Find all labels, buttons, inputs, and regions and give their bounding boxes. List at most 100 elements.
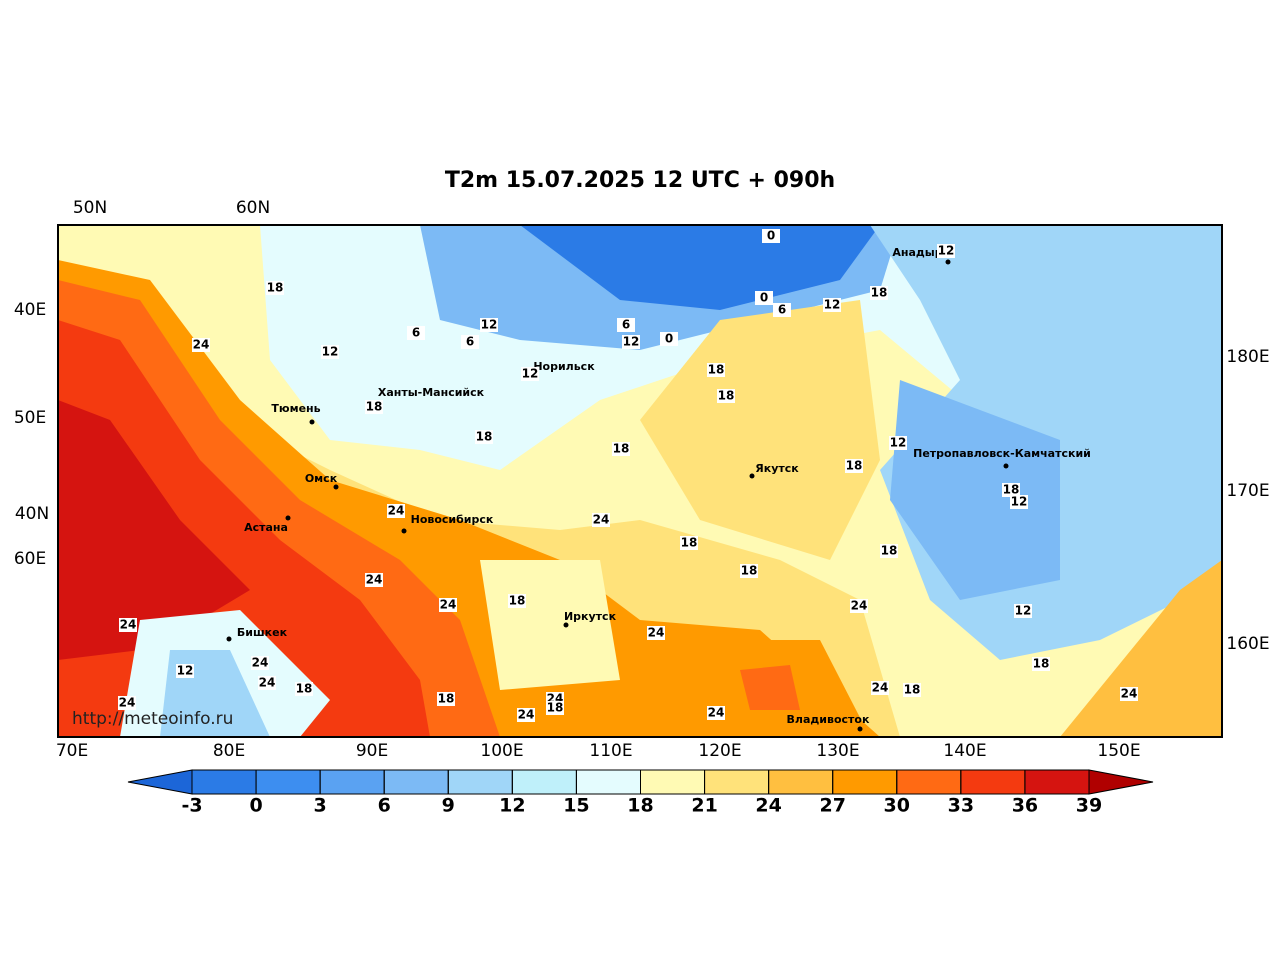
city-dot xyxy=(1003,463,1009,469)
contour-label-bg xyxy=(717,389,735,403)
colorbar-segment xyxy=(319,769,385,795)
contour-label: 18 xyxy=(267,281,284,295)
grid-label: 50N xyxy=(73,198,107,218)
colorbar-segment xyxy=(575,769,642,795)
contour-label: 24 xyxy=(119,696,136,710)
contour-label: 24 xyxy=(851,599,868,613)
city-name: Иркутск xyxy=(564,610,617,623)
contour-label-bg xyxy=(517,708,535,722)
city-name: Тюмень xyxy=(271,402,320,415)
colorbar-label: 12 xyxy=(499,795,525,817)
colorbar-label: 33 xyxy=(948,795,974,817)
city-name: Владивосток xyxy=(787,713,870,726)
contour-label: 18 xyxy=(613,442,630,456)
contour-label-bg xyxy=(622,335,640,349)
contour-label-bg xyxy=(387,504,405,518)
colorbar-segment xyxy=(383,769,449,795)
contour-label: 12 xyxy=(938,244,955,258)
contour-label: 24 xyxy=(872,681,889,695)
contour-label: 18 xyxy=(1003,483,1020,497)
city-name: Омск xyxy=(305,472,338,485)
grid-label: 40N xyxy=(15,504,49,524)
contour-label-bg xyxy=(845,459,863,473)
grid-label: 130E xyxy=(816,741,859,761)
contour-label: 24 xyxy=(593,513,610,527)
contour-label-bg xyxy=(612,442,630,456)
contour-label-bg xyxy=(707,706,725,720)
contour-label-bg xyxy=(1014,604,1032,618)
grid-label: 60E xyxy=(14,549,46,569)
contour-label: 0 xyxy=(665,332,673,346)
contour-label-bg xyxy=(889,436,907,450)
city-name: Анадырь xyxy=(892,246,949,259)
contour-label: 0 xyxy=(767,229,775,243)
contour-label-bg xyxy=(192,338,210,352)
contour-label-bg xyxy=(762,229,780,243)
contour-label-bg xyxy=(755,291,773,305)
contour-label-bg xyxy=(871,681,889,695)
contour-label: 12 xyxy=(481,318,498,332)
contour-label: 18 xyxy=(741,564,758,578)
colorbar-segment xyxy=(640,769,706,795)
grid-label: 140E xyxy=(943,741,986,761)
contour-label: 12 xyxy=(1011,495,1028,509)
grid-label: 80E xyxy=(213,741,245,761)
contour-label-bg xyxy=(647,626,665,640)
colorbar-segment xyxy=(191,769,257,795)
grid-label: 170E xyxy=(1226,481,1269,501)
contour-label: 18 xyxy=(438,692,455,706)
contour-label: 12 xyxy=(824,298,841,312)
contour-label-bg xyxy=(365,400,383,414)
city-dot xyxy=(226,636,232,642)
grid-label: 40E xyxy=(14,300,46,320)
contour-label: 12 xyxy=(322,345,339,359)
contour-label: 18 xyxy=(476,430,493,444)
city-dot xyxy=(857,726,863,732)
contour-label-bg xyxy=(740,564,758,578)
contour-label: 18 xyxy=(296,682,313,696)
contour-label: 18 xyxy=(871,286,888,300)
city-name: Петропавловск-Камчатский xyxy=(913,447,1091,460)
contour-label: 6 xyxy=(622,318,630,332)
contour-label-bg xyxy=(617,318,635,332)
city-name: Новосибирск xyxy=(411,513,494,526)
contour-label-bg xyxy=(773,303,791,317)
contour-label: 12 xyxy=(177,664,194,678)
contour-label-bg xyxy=(903,683,921,697)
contour-label-bg xyxy=(592,513,610,527)
contour-label: 18 xyxy=(366,400,383,414)
contour-label-bg xyxy=(1120,687,1138,701)
contour-label: 18 xyxy=(904,683,921,697)
contour-label-bg xyxy=(937,244,955,258)
contour-label: 18 xyxy=(708,363,725,377)
city-name: Норильск xyxy=(533,360,595,373)
colorbar-segment xyxy=(768,769,834,795)
contour-label-bg xyxy=(119,618,137,632)
city-dot xyxy=(333,484,339,490)
cb-over xyxy=(1088,769,1154,795)
contour-label: 24 xyxy=(1121,687,1138,701)
contour-label-bg xyxy=(660,332,678,346)
contour-label-bg xyxy=(321,345,339,359)
colorbar-label: 6 xyxy=(378,795,391,817)
watermark: http://meteoinfo.ru xyxy=(72,709,233,729)
city-name: Ханты-Мансийск xyxy=(378,386,485,399)
city-dot xyxy=(563,622,569,628)
contour-label: 18 xyxy=(881,544,898,558)
grid-label: 100E xyxy=(480,741,523,761)
contour-label-bg xyxy=(508,594,526,608)
grid-label: 50E xyxy=(14,408,46,428)
contour-label: 0 xyxy=(760,291,768,305)
contour-label: 24 xyxy=(120,618,137,632)
contour-label-bg xyxy=(850,599,868,613)
contour-label-bg xyxy=(480,318,498,332)
colorbar-label: 21 xyxy=(691,795,717,817)
contour-label: 18 xyxy=(718,389,735,403)
contour-label: 18 xyxy=(509,594,526,608)
contour-label: 12 xyxy=(1015,604,1032,618)
colorbar-label: 24 xyxy=(755,795,781,817)
grid-label: 70E xyxy=(56,741,88,761)
contour-label-bg xyxy=(707,363,725,377)
contour-label-bg xyxy=(461,335,479,349)
contour-label: 6 xyxy=(412,326,420,340)
